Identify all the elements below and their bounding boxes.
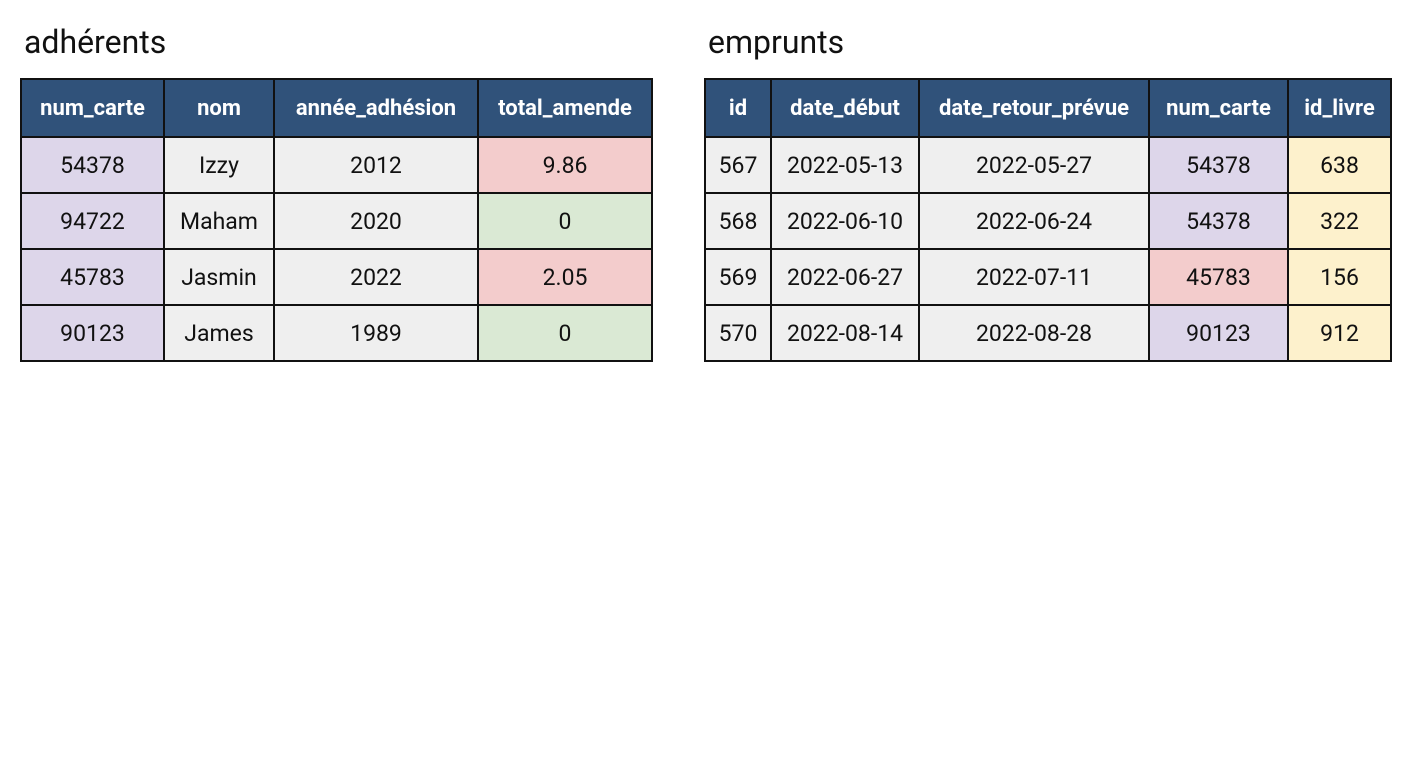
table-cell: 569: [704, 248, 772, 306]
table-row: 54378 Izzy 2012 9.86: [20, 136, 653, 194]
table-cell: 45783: [20, 248, 165, 306]
header-cell: id: [704, 78, 772, 138]
table-title: adhérents: [24, 23, 167, 61]
header-cell: id_livre: [1287, 78, 1392, 138]
table-cell: 9.86: [477, 136, 653, 194]
table-cell: 1989: [273, 304, 479, 362]
table-cell: 54378: [1148, 136, 1289, 194]
header-row: id date_début date_retour_prévue num_carte i…: [704, 78, 1392, 138]
table-row: 45783 Jasmin 2022 2.05: [20, 248, 653, 306]
table-title: emprunts: [708, 23, 845, 61]
table-cell: 567: [704, 136, 772, 194]
table-cell: 2022-08-14: [770, 304, 920, 362]
table-cell: 2.05: [477, 248, 653, 306]
table-cell: 0: [477, 192, 653, 250]
table-cell: 2012: [273, 136, 479, 194]
table-cell: 2022: [273, 248, 479, 306]
table-head: id date_début date_retour_prévue num_carte i…: [704, 78, 1392, 138]
table-cell: 90123: [20, 304, 165, 362]
table-cell: 54378: [1148, 192, 1289, 250]
table-cell: 45783: [1148, 248, 1289, 306]
table-row: 569 2022-06-27 2022-07-11 45783 156: [704, 248, 1392, 306]
data-table: id date_début date_retour_prévue num_carte i…: [704, 78, 1392, 362]
header-cell: date_début: [770, 78, 920, 138]
table-cell: 2022-06-10: [770, 192, 920, 250]
table-cell: 570: [704, 304, 772, 362]
table-cell: 2022-06-27: [770, 248, 920, 306]
table-cell: 2020: [273, 192, 479, 250]
table-head: num_carte nom année_adhésion total_amende: [20, 78, 653, 138]
header-cell: nom: [163, 78, 275, 138]
header-cell: total_amende: [477, 78, 653, 138]
table-cell: 90123: [1148, 304, 1289, 362]
table-cell: 912: [1287, 304, 1392, 362]
header-cell: num_carte: [20, 78, 165, 138]
table-row: 94722 Maham 2020 0: [20, 192, 653, 250]
table-cell: 156: [1287, 248, 1392, 306]
table-row: 570 2022-08-14 2022-08-28 90123 912: [704, 304, 1392, 362]
header-cell: année_adhésion: [273, 78, 479, 138]
table-row: 567 2022-05-13 2022-05-27 54378 638: [704, 136, 1392, 194]
table-cell: 568: [704, 192, 772, 250]
emprunts-block: emprunts id date_début date_retour_prévue nu…: [704, 20, 1392, 362]
table-cell: Jasmin: [163, 248, 275, 306]
data-table: num_carte nom année_adhésion total_amende 54…: [20, 78, 653, 362]
header-cell: date_retour_prévue: [918, 78, 1150, 138]
adherents-block: adhérents num_carte nom année_adhésion total…: [20, 20, 653, 362]
table-row: 90123 James 1989 0: [20, 304, 653, 362]
table-cell: 322: [1287, 192, 1392, 250]
table-cell: 2022-06-24: [918, 192, 1150, 250]
table-cell: 2022-05-27: [918, 136, 1150, 194]
table-cell: Maham: [163, 192, 275, 250]
table-cell: 94722: [20, 192, 165, 250]
table-cell: Izzy: [163, 136, 275, 194]
table-cell: 2022-05-13: [770, 136, 920, 194]
table-cell: James: [163, 304, 275, 362]
table-cell: 638: [1287, 136, 1392, 194]
table-body: 54378 Izzy 2012 9.86 94722 Maham 2020 0 45783 Jas…: [20, 136, 653, 362]
header-cell: num_carte: [1148, 78, 1289, 138]
table-cell: 2022-07-11: [918, 248, 1150, 306]
table-cell: 2022-08-28: [918, 304, 1150, 362]
table-body: 567 2022-05-13 2022-05-27 54378 638 568 2022-0…: [704, 136, 1392, 362]
table-cell: 54378: [20, 136, 165, 194]
table-row: 568 2022-06-10 2022-06-24 54378 322: [704, 192, 1392, 250]
header-row: num_carte nom année_adhésion total_amende: [20, 78, 653, 138]
table-cell: 0: [477, 304, 653, 362]
